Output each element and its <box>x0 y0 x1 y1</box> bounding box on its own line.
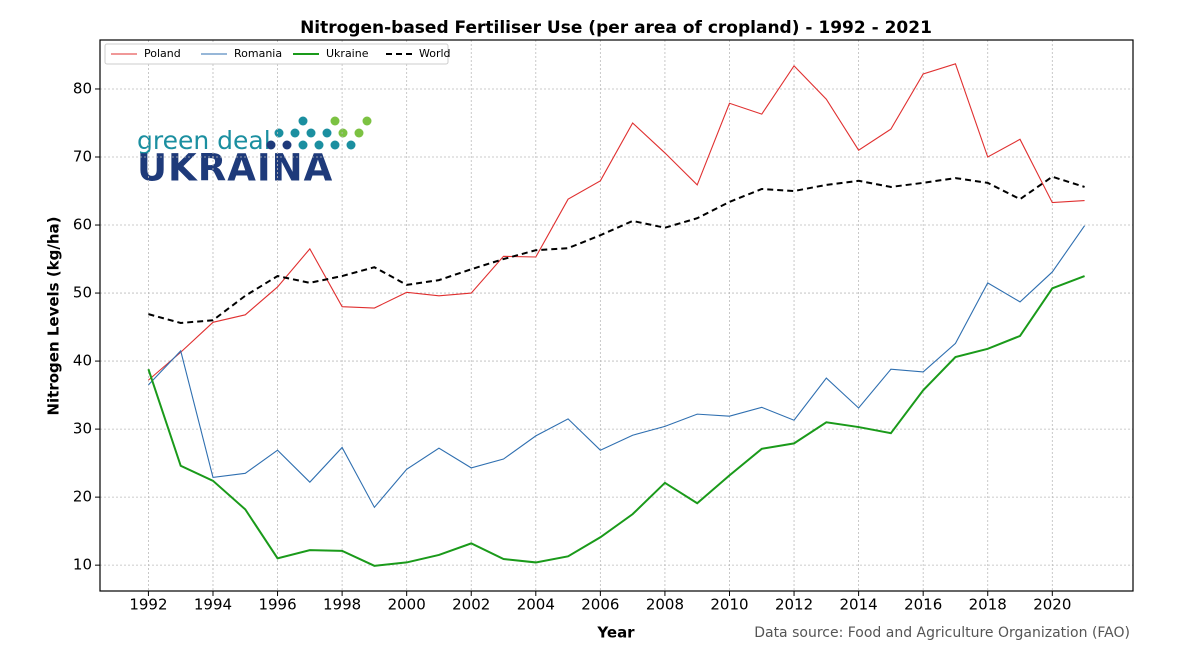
logo-text: UKRAINA <box>137 147 333 190</box>
x-tick-label: 2014 <box>840 596 878 614</box>
y-tick-label: 40 <box>73 352 92 370</box>
logo-dots <box>266 116 372 150</box>
y-tick-label: 30 <box>73 420 92 438</box>
x-tick-label: 1994 <box>194 596 232 614</box>
y-tick-label: 60 <box>73 216 92 234</box>
y-tick-label: 80 <box>73 79 92 97</box>
legend-label: Ukraine <box>326 47 369 60</box>
x-tick-label: 2004 <box>517 596 555 614</box>
y-axis-label: Nitrogen Levels (kg/ha) <box>45 216 63 415</box>
x-tick-label: 2000 <box>388 596 426 614</box>
x-tick-label: 2018 <box>969 596 1007 614</box>
y-tick-label: 20 <box>73 488 92 506</box>
x-tick-label: 2020 <box>1033 596 1071 614</box>
x-tick-label: 2006 <box>581 596 619 614</box>
x-tick-label: 2016 <box>904 596 942 614</box>
x-tick-label: 2010 <box>710 596 748 614</box>
series-line <box>148 175 1085 324</box>
plot-frame <box>99 39 1134 592</box>
x-tick-label: 1998 <box>323 596 361 614</box>
x-tick-label: 1992 <box>129 596 167 614</box>
series-line <box>148 63 1085 381</box>
chart-title: Nitrogen-based Fertiliser Use (per area … <box>300 18 932 38</box>
legend: Poland Romania Ukraine World <box>104 43 451 65</box>
logo-text: green deal <box>137 126 271 155</box>
x-tick-label: 2002 <box>452 596 490 614</box>
y-tick-label: 50 <box>73 284 92 302</box>
x-axis-label: Year <box>596 624 635 642</box>
x-tick-label: 2008 <box>646 596 684 614</box>
legend-label: World <box>419 47 451 60</box>
x-tick-label: 1996 <box>258 596 296 614</box>
x-tick-label: 2012 <box>775 596 813 614</box>
legend-label: Poland <box>144 47 181 60</box>
y-tick-label: 70 <box>73 148 92 166</box>
series-line <box>147 275 1085 567</box>
y-tick-label: 10 <box>73 556 92 574</box>
logo: green deal UKRAINA <box>137 116 372 190</box>
legend-label: Romania <box>234 47 282 60</box>
source-note: Data source: Food and Agriculture Organi… <box>754 625 1130 641</box>
legend-box <box>104 43 449 65</box>
series-line <box>148 225 1086 509</box>
